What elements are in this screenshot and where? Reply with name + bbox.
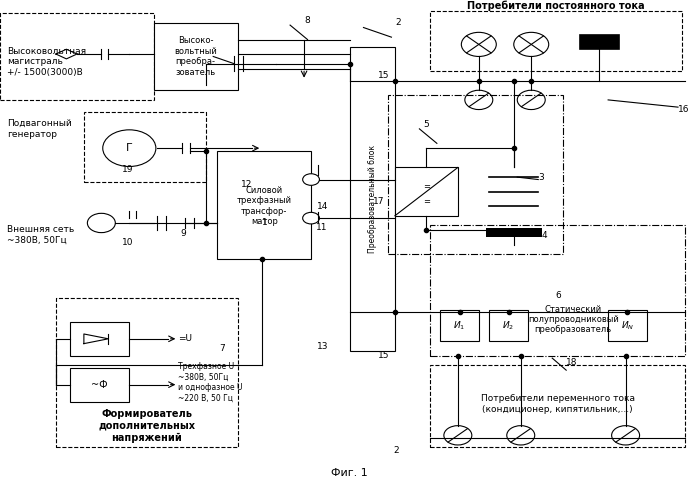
Circle shape — [103, 130, 156, 167]
Text: 2: 2 — [394, 446, 399, 455]
Text: 12: 12 — [241, 180, 252, 189]
Text: Формирователь
дополнительных
напряжений: Формирователь дополнительных напряжений — [99, 409, 195, 443]
Text: 5: 5 — [423, 120, 428, 128]
Text: 17: 17 — [373, 197, 384, 206]
Circle shape — [461, 33, 496, 56]
Circle shape — [517, 90, 545, 109]
Bar — [489, 310, 528, 341]
Text: 19: 19 — [122, 165, 134, 174]
Text: Потребители переменного тока
(кондиционер, кипятильник,...): Потребители переменного тока (кондиционе… — [481, 394, 635, 414]
Text: 10: 10 — [122, 238, 134, 247]
Text: 2: 2 — [395, 18, 401, 27]
Text: 1: 1 — [262, 219, 268, 227]
Text: 9: 9 — [180, 229, 186, 238]
Text: Силовой
трехфазный
трансфор-
матор: Силовой трехфазный трансфор- матор — [237, 186, 291, 226]
Circle shape — [87, 213, 115, 233]
Text: 4: 4 — [542, 230, 547, 240]
Circle shape — [465, 90, 493, 109]
Circle shape — [507, 426, 535, 445]
Circle shape — [303, 212, 319, 224]
Circle shape — [514, 33, 549, 56]
Bar — [388, 95, 563, 254]
Text: =: = — [423, 182, 430, 191]
Text: 14: 14 — [317, 202, 328, 210]
Bar — [395, 168, 458, 216]
Text: 8: 8 — [304, 16, 310, 25]
Bar — [56, 298, 238, 448]
Circle shape — [612, 426, 640, 445]
Text: Подвагонный
генератор: Подвагонный генератор — [7, 119, 72, 139]
Bar — [608, 310, 647, 341]
Text: Внешняя сеть
~380В, 50Гц: Внешняя сеть ~380В, 50Гц — [7, 226, 74, 245]
Text: 6: 6 — [556, 291, 561, 300]
Bar — [430, 226, 685, 356]
Bar — [84, 112, 206, 182]
Text: Фиг. 1: Фиг. 1 — [331, 468, 368, 478]
Text: 15: 15 — [377, 71, 389, 80]
Text: Высоко-
вольтный
преобра-
зователь: Высоко- вольтный преобра- зователь — [174, 36, 217, 77]
Text: Трехфазное U
~380В, 50Гц
и однофазное U
~220 В, 50 Гц: Трехфазное U ~380В, 50Гц и однофазное U … — [178, 362, 243, 402]
Text: 3: 3 — [538, 173, 544, 182]
Text: Высоковольтная
магистраль
+/- 1500(3000)В: Высоковольтная магистраль +/- 1500(3000)… — [7, 47, 86, 77]
Bar — [430, 365, 685, 448]
Text: Преобразовательный блок: Преобразовательный блок — [368, 145, 377, 253]
Text: 16: 16 — [678, 105, 689, 114]
Bar — [0, 13, 154, 100]
Bar — [154, 23, 238, 90]
Text: 7: 7 — [219, 344, 224, 353]
Text: =U: =U — [178, 334, 192, 343]
Bar — [70, 322, 129, 356]
Circle shape — [303, 174, 319, 185]
Bar — [217, 151, 311, 259]
Text: Статический
полупроводниковый
преобразователь: Статический полупроводниковый преобразов… — [528, 305, 619, 334]
Bar — [70, 368, 129, 401]
Text: 18: 18 — [566, 359, 577, 367]
Text: =: = — [423, 197, 430, 206]
Text: 11: 11 — [316, 223, 327, 232]
Circle shape — [444, 426, 472, 445]
Text: 13: 13 — [317, 342, 328, 350]
Text: $И_N$: $И_N$ — [621, 319, 634, 332]
Text: 15: 15 — [377, 351, 389, 360]
Text: $И_2$: $И_2$ — [503, 319, 514, 332]
Text: Г: Г — [126, 143, 133, 153]
Text: Потребители постоянного тока: Потребители постоянного тока — [467, 0, 644, 11]
Bar — [580, 35, 619, 49]
Bar — [430, 11, 682, 71]
Bar — [486, 228, 542, 238]
Bar — [440, 310, 479, 341]
Text: $И_1$: $И_1$ — [454, 319, 466, 332]
Bar — [350, 47, 395, 351]
Text: ~Ф: ~Ф — [92, 380, 108, 390]
